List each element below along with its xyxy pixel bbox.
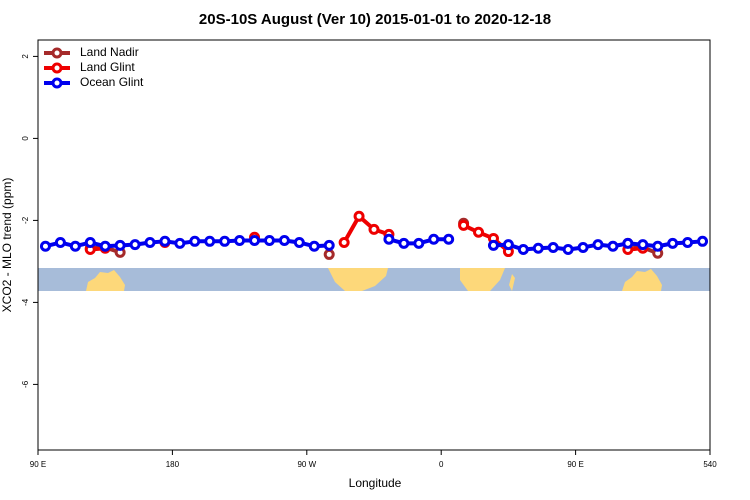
point	[607, 240, 619, 252]
x-axis-label: Longitude	[349, 476, 402, 490]
point	[114, 239, 126, 251]
point	[428, 233, 440, 245]
y-tick-label: -4	[21, 298, 30, 306]
point	[562, 244, 574, 256]
point	[682, 237, 694, 249]
point	[263, 234, 275, 246]
x-tick-label: 0	[439, 460, 444, 469]
legend-marker	[51, 62, 63, 74]
x-tick-label: 540	[703, 460, 717, 469]
y-tick-label: -2	[21, 216, 30, 224]
x-tick-label: 90 E	[30, 460, 46, 469]
point	[99, 240, 111, 252]
map-strip	[38, 268, 710, 291]
series-line	[44, 237, 703, 252]
point	[517, 244, 529, 256]
point	[697, 235, 709, 247]
point	[547, 241, 559, 253]
point	[637, 239, 649, 251]
point	[159, 235, 171, 247]
plot-frame	[37, 39, 711, 451]
point	[204, 235, 216, 247]
point	[577, 241, 589, 253]
y-tick-label: -6	[21, 380, 30, 388]
point	[652, 240, 664, 252]
x-tick-label: 180	[166, 460, 180, 469]
point	[622, 237, 634, 249]
legend-label: Ocean Glint	[80, 75, 144, 89]
point	[219, 235, 231, 247]
point	[353, 210, 365, 222]
point	[293, 237, 305, 249]
point	[129, 239, 141, 251]
legend-label: Land Nadir	[80, 45, 139, 59]
legend-marker	[51, 77, 63, 89]
chart-title: 20S-10S August (Ver 10) 2015-01-01 to 20…	[199, 11, 551, 28]
point	[84, 237, 96, 249]
point	[54, 237, 66, 249]
point	[323, 248, 335, 260]
point	[473, 226, 485, 238]
point	[69, 240, 81, 252]
point	[189, 235, 201, 247]
point	[532, 242, 544, 254]
point	[323, 239, 335, 251]
legend-label: Land Glint	[80, 60, 135, 74]
point	[338, 237, 350, 249]
point	[592, 239, 604, 251]
point	[174, 237, 186, 249]
point	[368, 223, 380, 235]
point	[502, 239, 514, 251]
point	[398, 237, 410, 249]
y-tick-label: 0	[21, 136, 30, 141]
series-line	[90, 214, 643, 254]
x-tick-label: 90 W	[297, 460, 316, 469]
point	[383, 233, 395, 245]
point	[458, 219, 470, 231]
x-tick-label: 90 E	[567, 460, 583, 469]
point	[667, 237, 679, 249]
point	[249, 234, 261, 246]
point	[413, 237, 425, 249]
point	[144, 237, 156, 249]
point	[443, 233, 455, 245]
point	[308, 240, 320, 252]
point	[278, 234, 290, 246]
y-axis-label: XCO2 - MLO trend (ppm)	[0, 178, 14, 313]
point	[487, 239, 499, 251]
legend-marker	[51, 47, 63, 59]
point	[39, 240, 51, 252]
y-tick-label: 2	[21, 54, 30, 59]
point	[234, 234, 246, 246]
